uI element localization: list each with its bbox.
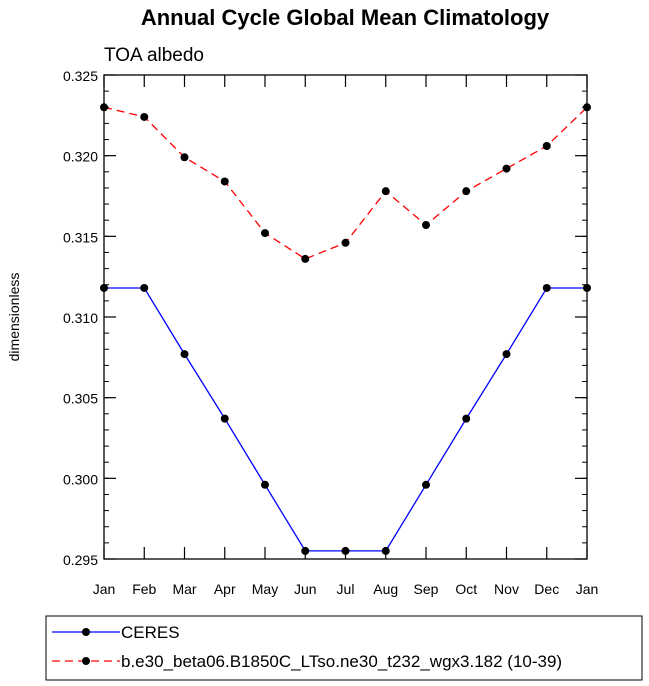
- y-minor-ticks: [104, 74, 587, 560]
- y-tick-label: 0.295: [63, 552, 98, 568]
- legend-box: [45, 615, 643, 681]
- chart-title: Annual Cycle Global Mean Climatology: [141, 5, 550, 30]
- series-1-point: [422, 221, 430, 230]
- y-tick-label: 0.315: [63, 229, 98, 245]
- x-tick-label: Aug: [373, 581, 398, 597]
- legend-marker-ceres: [82, 628, 90, 636]
- series-1-point: [341, 238, 350, 247]
- series-1-point: [381, 187, 390, 196]
- series-0-point: [381, 546, 390, 555]
- y-tick-label: 0.300: [63, 471, 98, 487]
- series-1-point: [180, 153, 189, 162]
- legend-label-ceres: CERES: [121, 623, 180, 642]
- series-layer: [100, 103, 591, 555]
- x-ticks: Jan Feb Mar Apr May Jun Jul Aug Sep Oct Nov Dec Jan: [93, 75, 599, 597]
- plot-frame: [103, 74, 588, 560]
- series-1-point: [140, 112, 149, 121]
- x-tick-label: Oct: [455, 581, 477, 597]
- series-1-point: [261, 229, 269, 238]
- series-1-point: [220, 177, 229, 186]
- y-tick-label: 0.310: [63, 310, 98, 326]
- series-line-0: [104, 287, 587, 552]
- x-tick-label: Jul: [337, 581, 355, 597]
- series-line-1: [103, 106, 588, 260]
- y-tick-label: 0.325: [63, 68, 98, 84]
- x-tick-label: Jan: [576, 581, 599, 597]
- legend: CERES b.e30_beta06.B1850C_LTso.ne30_t232…: [45, 615, 643, 681]
- legend-marker-model: [82, 657, 90, 665]
- x-tick-label: Apr: [214, 581, 236, 597]
- series-0-point: [542, 283, 551, 292]
- y-major-ticks: 0.295 0.300 0.305 0.310 0.315 0.320 0.325: [63, 68, 587, 568]
- x-tick-label: Jun: [294, 581, 317, 597]
- series-1-point: [542, 141, 551, 150]
- series-0-point: [220, 414, 229, 423]
- x-tick-label: May: [252, 581, 278, 597]
- series-0-point: [140, 283, 149, 292]
- series-0-point: [341, 546, 350, 555]
- series-1-point: [301, 254, 310, 263]
- series-0-point: [462, 414, 471, 423]
- series-0-point: [301, 546, 310, 555]
- series-1-point: [502, 164, 511, 173]
- x-tick-label: Nov: [494, 581, 519, 597]
- chart-subtitle: TOA albedo: [104, 45, 204, 66]
- y-tick-label: 0.305: [63, 391, 98, 407]
- x-tick-label: Sep: [414, 581, 439, 597]
- series-0-point: [502, 350, 511, 359]
- x-tick-label: Feb: [132, 581, 156, 597]
- x-tick-label: Dec: [534, 581, 559, 597]
- series-0-point: [180, 350, 189, 359]
- x-tick-label: Mar: [172, 581, 196, 597]
- series-0-point: [261, 480, 269, 489]
- y-axis-label: dimensionless: [6, 273, 22, 362]
- series-0-point: [422, 480, 430, 489]
- series-1-point: [462, 187, 471, 196]
- legend-label-model: b.e30_beta06.B1850C_LTso.ne30_t232_wgx3.…: [121, 652, 562, 671]
- y-tick-label: 0.320: [63, 149, 98, 165]
- x-tick-label: Jan: [93, 581, 116, 597]
